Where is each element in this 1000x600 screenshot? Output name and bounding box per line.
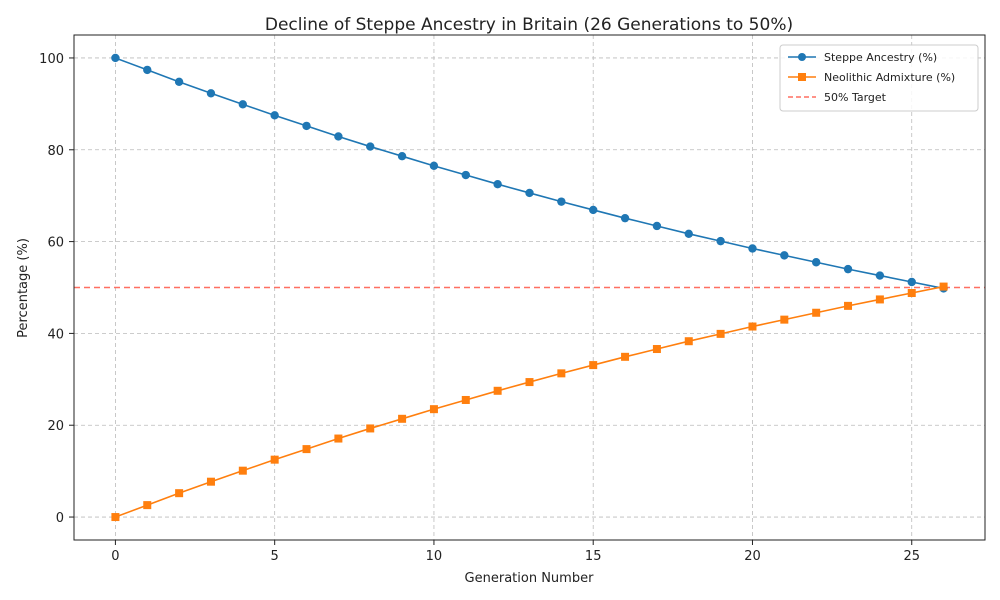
data-point [302, 121, 311, 131]
legend-marker [798, 73, 806, 81]
data-point [334, 434, 343, 443]
data-point [875, 271, 885, 280]
data-point [907, 277, 916, 287]
data-point [238, 466, 247, 475]
y-tick-label: 80 [47, 144, 64, 159]
data-point [270, 455, 279, 464]
legend-marker [798, 53, 806, 61]
x-tick-label: 25 [903, 549, 920, 564]
data-point [589, 361, 598, 370]
series-neolithic-admixture [111, 282, 948, 522]
data-point [525, 188, 534, 198]
data-point [334, 132, 343, 141]
data-point [525, 378, 534, 387]
y-tick-label: 100 [39, 52, 64, 67]
data-point [175, 489, 184, 498]
data-point [238, 100, 248, 109]
y-tick-label: 60 [47, 236, 64, 251]
data-point [143, 501, 152, 510]
legend-entry: Steppe Ancestry (%) [788, 51, 937, 64]
data-point [398, 414, 407, 423]
legend-label: Neolithic Admixture (%) [824, 71, 955, 84]
x-tick-label: 20 [744, 549, 761, 564]
plot-area-frame [73, 34, 986, 541]
data-point [621, 352, 630, 361]
data-point [652, 345, 661, 354]
data-point [780, 251, 789, 260]
data-point [843, 264, 853, 274]
x-tick-label: 5 [271, 549, 279, 564]
data-point [493, 180, 502, 189]
data-point [780, 315, 789, 324]
data-point [461, 170, 470, 180]
data-point [429, 405, 438, 414]
chart-title: Decline of Steppe Ancestry in Britain (2… [265, 15, 793, 35]
data-point [366, 142, 375, 151]
data-point [812, 308, 821, 317]
data-point [143, 65, 152, 75]
x-tick-label: 15 [585, 549, 602, 564]
series-line [115, 285, 944, 518]
data-point [620, 213, 630, 223]
data-point [366, 424, 375, 433]
legend-label: 50% Target [824, 91, 887, 104]
series-layer [111, 53, 948, 522]
data-point [111, 513, 120, 522]
data-point [111, 53, 120, 63]
data-point [557, 197, 566, 206]
y-tick-label: 40 [47, 327, 64, 342]
data-point [397, 152, 407, 161]
data-point [557, 369, 566, 378]
y-tick-label: 0 [56, 511, 64, 526]
legend-entry: Neolithic Admixture (%) [788, 71, 955, 84]
data-point [429, 161, 439, 171]
y-axis-label: Percentage (%) [16, 238, 31, 338]
x-tick-label: 0 [111, 549, 119, 564]
data-point [493, 386, 502, 395]
x-tick-label: 10 [426, 549, 443, 564]
legend-label: Steppe Ancestry (%) [824, 51, 937, 64]
data-point [907, 289, 916, 298]
data-point [684, 229, 693, 238]
x-axis-label: Generation Number [465, 571, 595, 586]
data-point [939, 282, 948, 291]
data-point [811, 258, 821, 267]
legend: Steppe Ancestry (%) Neolithic Admixture (… [779, 44, 979, 112]
data-point [461, 395, 470, 404]
data-point [206, 89, 216, 98]
y-tick-label: 20 [47, 419, 64, 434]
data-point [206, 477, 215, 486]
ticks: 0 5 10 15 20 25 0 20 40 60 80 100 [39, 52, 920, 564]
data-point [716, 329, 725, 338]
data-point [748, 244, 757, 253]
data-point [844, 301, 853, 310]
data-point [589, 205, 598, 215]
legend-entry: 50% Target [788, 91, 887, 104]
series-steppe-ancestry [111, 53, 948, 293]
data-point [302, 445, 311, 454]
data-point [174, 77, 184, 87]
data-point [684, 337, 693, 346]
legend-box [779, 44, 979, 112]
data-point [652, 221, 662, 231]
data-point [748, 322, 757, 331]
data-point [270, 111, 279, 120]
data-point [875, 295, 884, 304]
data-point [716, 236, 725, 246]
